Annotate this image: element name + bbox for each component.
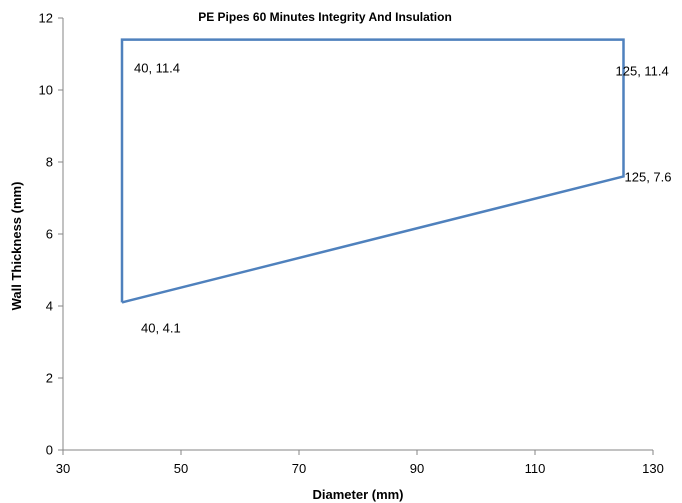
y-tick-label: 0	[46, 443, 53, 458]
y-tick-label: 2	[46, 371, 53, 386]
series-line	[120, 38, 625, 304]
x-tick-label: 50	[174, 461, 188, 476]
x-tick-label: 90	[410, 461, 424, 476]
y-tick-labels: 0 2 4 6 8 10 12	[39, 11, 53, 458]
data-labels: 40, 4.1 40, 11.4 125, 11.4 125, 7.6	[134, 61, 672, 336]
x-axis-title: Diameter (mm)	[312, 487, 403, 502]
y-tick-label: 10	[39, 83, 53, 98]
y-axis-title: Wall Thickness (mm)	[9, 182, 24, 311]
y-tick-label: 6	[46, 227, 53, 242]
data-label: 125, 7.6	[625, 169, 672, 184]
x-tick-labels: 30 50 70 90 110 130	[56, 461, 664, 476]
y-tick-label: 4	[46, 299, 53, 314]
x-tick-label: 70	[292, 461, 306, 476]
chart-title: PE Pipes 60 Minutes Integrity And Insula…	[198, 10, 452, 24]
x-tick-label: 30	[56, 461, 70, 476]
series-layer	[120, 38, 625, 304]
axes	[58, 17, 654, 455]
data-label: 40, 4.1	[141, 320, 181, 335]
y-tick-label: 8	[46, 155, 53, 170]
data-label: 40, 11.4	[134, 61, 180, 76]
y-tick-label: 12	[39, 11, 53, 26]
x-tick-label: 130	[642, 461, 664, 476]
data-label: 125, 11.4	[616, 64, 669, 79]
x-tick-label: 110	[525, 461, 546, 476]
